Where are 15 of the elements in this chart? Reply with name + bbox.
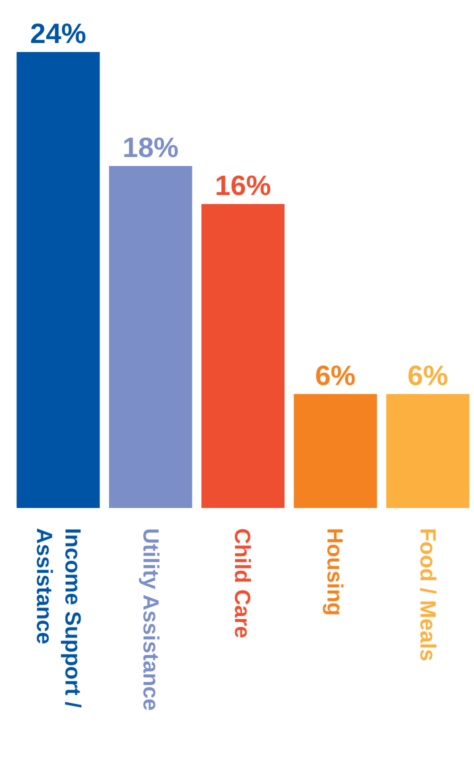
- data-label: 6%: [408, 360, 448, 391]
- bar: [109, 166, 192, 508]
- x-tick-label: Income Support / Assistance: [32, 528, 86, 708]
- bar: [16, 52, 100, 508]
- x-tick-label: Food / Meals: [416, 528, 441, 662]
- data-label: 24%: [30, 18, 86, 49]
- data-label: 6%: [315, 360, 356, 391]
- data-label: 18%: [122, 132, 179, 163]
- bar: [386, 394, 470, 508]
- bar: [294, 394, 377, 508]
- data-label: 16%: [214, 170, 272, 201]
- x-tick-label: Housing: [322, 528, 348, 616]
- x-tick-label: Utility Assistance: [138, 528, 164, 711]
- x-tick-label: Child Care: [230, 528, 256, 638]
- bar: [201, 204, 285, 508]
